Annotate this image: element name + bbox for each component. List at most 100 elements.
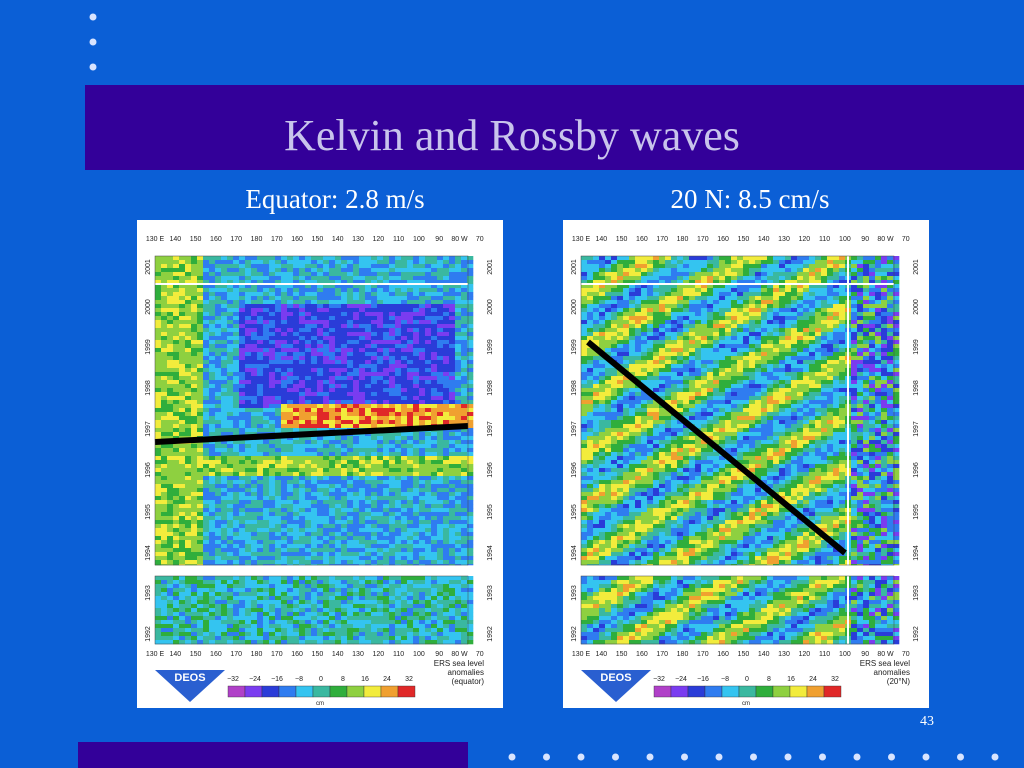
heatmap-cell: [161, 616, 168, 621]
heatmap-cell: [365, 272, 372, 277]
heatmap-cell: [353, 408, 360, 413]
heatmap-cell: [221, 408, 228, 413]
heatmap-cell: [287, 280, 294, 285]
heatmap-cell: [341, 628, 348, 633]
heatmap-cell: [155, 480, 162, 485]
heatmap-cell: [287, 456, 294, 461]
heatmap-cell: [311, 444, 318, 449]
heatmap-cell: [383, 416, 390, 421]
heatmap-cell: [281, 544, 288, 549]
heatmap-cell: [401, 436, 408, 441]
heatmap-cell: [431, 448, 438, 453]
heatmap-cell: [275, 324, 282, 329]
heatmap-cell: [365, 588, 372, 593]
heatmap-cell: [263, 608, 270, 613]
heatmap-cell: [287, 324, 294, 329]
heatmap-cell: [263, 516, 270, 521]
heatmap-cell: [179, 616, 186, 621]
heatmap-cell: [359, 612, 366, 617]
heatmap-cell: [323, 444, 330, 449]
heatmap-cell: [383, 588, 390, 593]
heatmap-cell: [197, 476, 204, 481]
heatmap-cell: [467, 348, 474, 353]
heatmap-cell: [233, 520, 240, 525]
heatmap-cell: [401, 548, 408, 553]
heatmap-cell: [407, 344, 414, 349]
heatmap-cell: [395, 488, 402, 493]
heatmap-cell: [281, 408, 288, 413]
heatmap-cell: [383, 620, 390, 625]
heatmap-cell: [383, 328, 390, 333]
heatmap-cell: [215, 516, 222, 521]
heatmap-cell: [233, 288, 240, 293]
heatmap-cell: [419, 564, 426, 566]
heatmap-cell: [401, 564, 408, 566]
heatmap-cell: [383, 360, 390, 365]
heatmap-cell: [455, 532, 462, 537]
heatmap-cell: [281, 344, 288, 349]
heatmap-cell: [155, 284, 162, 289]
heatmap-cell: [437, 268, 444, 273]
heatmap-cell: [203, 324, 210, 329]
heatmap-cell: [305, 324, 312, 329]
heatmap-cell: [203, 364, 210, 369]
heatmap-cell: [293, 492, 300, 497]
heatmap-cell: [293, 596, 300, 601]
heatmap-cell: [233, 604, 240, 609]
heatmap-cell: [401, 556, 408, 561]
heatmap-cell: [191, 504, 198, 509]
heatmap-cell: [155, 544, 162, 549]
heatmap-cell: [281, 284, 288, 289]
heatmap-cell: [365, 340, 372, 345]
heatmap-cell: [281, 292, 288, 297]
heatmap-cell: [173, 308, 180, 313]
heatmap-cell: [305, 344, 312, 349]
heatmap-cell: [443, 372, 450, 377]
heatmap-cell: [263, 288, 270, 293]
heatmap-cell: [197, 348, 204, 353]
heatmap-cell: [221, 628, 228, 633]
heatmap-cell: [209, 480, 216, 485]
heatmap-cell: [257, 444, 264, 449]
heatmap-cell: [155, 416, 162, 421]
heatmap-cell: [347, 532, 354, 537]
heatmap-cell: [389, 376, 396, 381]
heatmap-cell: [383, 432, 390, 437]
heatmap-cell: [329, 412, 336, 417]
heatmap-cell: [227, 404, 234, 409]
heatmap-cell: [269, 392, 276, 397]
heatmap-cell: [377, 528, 384, 533]
heatmap-cell: [431, 312, 438, 317]
heatmap-cell: [461, 356, 468, 361]
heatmap-cell: [179, 312, 186, 317]
heatmap-cell: [227, 416, 234, 421]
heatmap-cell: [239, 600, 246, 605]
heatmap-cell: [455, 492, 462, 497]
heatmap-cell: [269, 408, 276, 413]
heatmap-cell: [443, 596, 450, 601]
heatmap-cell: [353, 448, 360, 453]
heatmap-cell: [407, 388, 414, 393]
heatmap-cell: [257, 324, 264, 329]
heatmap-cell: [185, 596, 192, 601]
heatmap-cell: [245, 428, 252, 433]
heatmap-cell: [359, 492, 366, 497]
heatmap-cell: [425, 504, 432, 509]
heatmap-cell: [257, 588, 264, 593]
heatmap-cell: [299, 316, 306, 321]
heatmap-cell: [413, 284, 420, 289]
heatmap-cell: [353, 484, 360, 489]
heatmap-cell: [227, 512, 234, 517]
heatmap-cell: [209, 380, 216, 385]
heatmap-cell: [467, 556, 474, 561]
heatmap-cell: [227, 608, 234, 613]
heatmap-cell: [353, 264, 360, 269]
heatmap-cell: [431, 356, 438, 361]
heatmap-cell: [365, 556, 372, 561]
heatmap-cell: [191, 508, 198, 513]
heatmap-cell: [197, 428, 204, 433]
heatmap-cell: [443, 580, 450, 585]
heatmap-cell: [359, 588, 366, 593]
heatmap-cell: [383, 288, 390, 293]
heatmap-cell: [269, 456, 276, 461]
